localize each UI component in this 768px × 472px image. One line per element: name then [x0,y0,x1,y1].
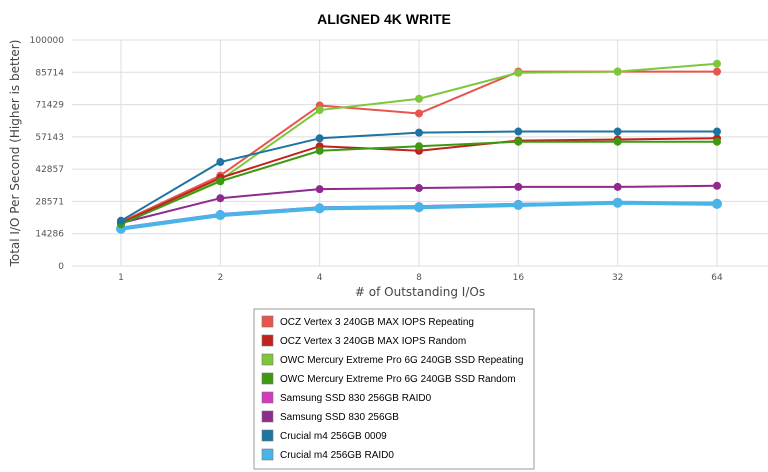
data-point [713,137,721,146]
legend-swatch [261,353,274,366]
data-point [514,127,523,136]
legend-box [253,308,535,470]
legend-label: Samsung SSD 830 256GB RAID0 [280,393,432,404]
legend-label: OCZ Vertex 3 240GB MAX IOPS Random [280,336,466,347]
series-4 [117,137,721,229]
legend-swatch [261,410,274,423]
legend-item: OWC Mercury Extreme Pro 6G 240GB SSD Rep… [261,353,523,366]
chart-title: ALIGNED 4K WRITE [317,11,451,27]
data-point [415,109,423,118]
data-point [216,177,225,186]
x-tick-label: 2 [217,273,223,283]
y-axis-label: Total I/O Per Second (Higher is better) [8,40,22,268]
data-point [414,202,424,213]
y-tick-label: 28571 [35,197,64,207]
data-point [713,127,721,136]
legend-swatch [261,429,274,442]
data-point [415,128,423,137]
y-tick-label: 85714 [35,68,64,78]
x-axis-label: # of Outstanding I/Os [355,285,485,299]
legend-label: OWC Mercury Extreme Pro 6G 240GB SSD Rep… [280,355,523,366]
legend-label: OWC Mercury Extreme Pro 6G 240GB SSD Ran… [280,374,516,385]
grid [72,39,768,267]
series-6 [117,181,721,228]
data-point [315,106,324,115]
legend-label: Crucial m4 256GB 0009 [280,431,387,442]
series-layer [116,59,722,234]
data-point [315,146,324,155]
data-point [613,182,622,191]
data-point [415,184,423,193]
data-point [315,185,324,194]
data-point [713,181,721,190]
data-point [415,94,423,103]
data-point [514,182,523,191]
data-point [513,199,524,210]
legend-label: Samsung SSD 830 256GB [280,412,399,423]
y-tick-label: 0 [58,262,64,272]
x-tick-label: 8 [416,273,422,283]
data-point [713,67,721,76]
data-point [613,67,622,76]
y-tick-label: 42857 [35,165,64,175]
legend-item: Samsung SSD 830 256GB [261,410,399,423]
data-point [415,142,423,151]
legend-item: OWC Mercury Extreme Pro 6G 240GB SSD Ran… [261,372,516,385]
x-axis-ticks: 1 2 4 8 16 32 64 [118,273,723,283]
legend-item: OCZ Vertex 3 240GB MAX IOPS Repeating [261,315,474,328]
y-axis-ticks: 0 14286 28571 42857 57143 71429 85714 100000 [30,36,65,272]
legend-item: Crucial m4 256GB 0009 [261,429,387,442]
legend: OCZ Vertex 3 240GB MAX IOPS Repeating OCZ… [253,308,535,470]
data-point [514,137,523,146]
x-tick-label: 32 [612,273,623,283]
x-tick-label: 4 [317,273,323,283]
data-point [613,137,622,146]
data-point [216,194,225,203]
legend-swatch [261,334,274,347]
data-point [215,210,226,221]
data-point [315,134,324,143]
legend-item: Samsung SSD 830 256GB RAID0 [261,391,432,404]
data-point [613,127,622,136]
legend-label: OCZ Vertex 3 240GB MAX IOPS Repeating [280,317,474,328]
legend-item: OCZ Vertex 3 240GB MAX IOPS Random [261,334,466,347]
y-tick-label: 14286 [35,230,64,240]
legend-label: Crucial m4 256GB RAID0 [280,450,394,461]
data-point [612,197,623,208]
series-7 [117,127,721,225]
x-tick-label: 64 [711,273,723,283]
legend-swatch [261,448,274,461]
legend-item: Crucial m4 256GB RAID0 [261,448,394,461]
legend-swatch [261,315,274,328]
data-point [216,158,225,167]
data-point [713,59,721,68]
data-point [314,203,325,214]
x-tick-label: 1 [118,273,124,283]
data-point [712,198,722,209]
data-point [514,68,523,77]
series-8 [116,197,722,234]
x-tick-label: 16 [513,273,525,283]
y-tick-label: 100000 [30,36,65,46]
legend-swatch [261,391,274,404]
data-point [117,216,125,225]
y-tick-label: 71429 [35,101,64,111]
legend-swatch [261,372,274,385]
y-tick-label: 57143 [35,133,64,143]
